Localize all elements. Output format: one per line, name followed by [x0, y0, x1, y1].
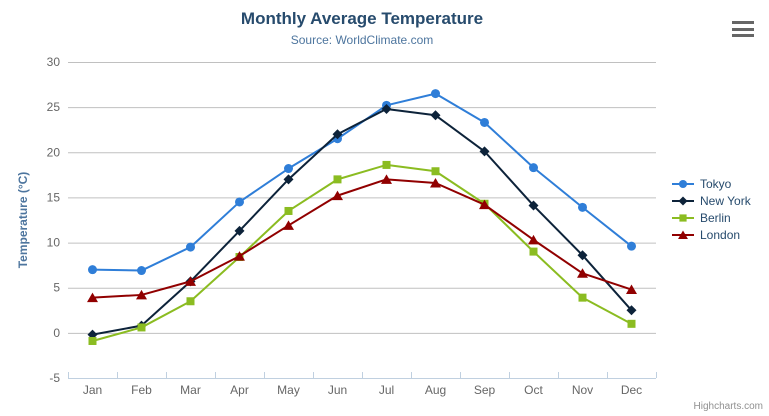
diamond-marker[interactable]	[234, 225, 245, 236]
square-marker[interactable]	[186, 297, 195, 306]
x-axis-tick-label: Nov	[572, 383, 593, 397]
square-marker[interactable]	[529, 247, 538, 256]
y-axis-tick-label: 0	[53, 326, 60, 340]
berlin-legend-marker-icon	[672, 213, 694, 222]
triangle-marker[interactable]	[528, 234, 539, 245]
square-marker[interactable]	[627, 319, 636, 328]
square-marker[interactable]	[578, 293, 587, 302]
series-line	[91, 107, 633, 336]
triangle-marker[interactable]	[185, 276, 196, 286]
triangle-marker[interactable]	[283, 220, 294, 230]
triangle-marker[interactable]	[577, 268, 588, 278]
series-new-york	[87, 103, 637, 340]
x-axis-tick-label: Apr	[230, 383, 249, 397]
legend-item-new-york[interactable]: New York	[671, 192, 751, 209]
y-axis-tick-label: 20	[47, 145, 61, 159]
legend-label: New York	[700, 193, 751, 208]
y-axis-title: Temperature (°C)	[16, 172, 30, 269]
tokyo-legend-marker-icon	[672, 179, 694, 188]
diamond-marker[interactable]	[430, 110, 441, 121]
y-axis-tick-label: 10	[47, 236, 61, 250]
triangle-marker[interactable]	[626, 284, 637, 295]
highcharts-credits-link[interactable]: Highcharts.com	[693, 401, 763, 412]
legend-item-tokyo[interactable]: Tokyo	[671, 175, 751, 192]
triangle-marker[interactable]	[430, 177, 441, 188]
x-axis-tick-label: Jul	[379, 383, 394, 397]
circle-marker[interactable]	[480, 117, 489, 127]
y-axis-tick-label: 15	[47, 190, 61, 204]
series-tokyo	[88, 89, 636, 276]
circle-marker[interactable]	[186, 242, 195, 252]
x-axis-tick-label: Mar	[180, 383, 201, 397]
triangle-marker[interactable]	[87, 292, 98, 303]
square-marker[interactable]	[679, 213, 687, 222]
london-legend-marker-icon	[672, 230, 694, 239]
new-york-legend-marker-icon	[672, 196, 694, 205]
x-axis-tick-label: Oct	[524, 383, 543, 397]
x-axis-tick-label: May	[277, 383, 300, 397]
y-axis-tick-label: -5	[49, 371, 60, 385]
square-marker[interactable]	[88, 336, 97, 345]
circle-marker[interactable]	[88, 265, 97, 275]
circle-marker[interactable]	[627, 241, 636, 251]
legend-label: Berlin	[700, 210, 731, 225]
diamond-marker[interactable]	[283, 174, 294, 185]
x-axis-tick-label: Aug	[425, 383, 446, 397]
chart-legend: Tokyo New York Berlin London	[671, 175, 751, 243]
legend-label: London	[700, 227, 741, 242]
x-axis-tick-label: Dec	[621, 383, 642, 397]
triangle-marker[interactable]	[332, 190, 343, 201]
chart-context-menu-button[interactable]	[732, 21, 754, 37]
x-axis-tick-label: Jun	[328, 383, 347, 397]
y-axis-tick-label: 25	[47, 100, 61, 114]
y-axis-tick-label: 5	[53, 281, 60, 295]
diamond-marker[interactable]	[381, 103, 392, 114]
circle-marker[interactable]	[678, 179, 688, 188]
legend-item-berlin[interactable]: Berlin	[671, 209, 751, 226]
diamond-marker[interactable]	[528, 200, 539, 211]
series-london	[87, 174, 637, 303]
triangle-marker[interactable]	[381, 174, 392, 184]
triangle-marker[interactable]	[234, 251, 245, 261]
series-line	[91, 163, 633, 342]
diamond-marker[interactable]	[626, 305, 637, 316]
diamond-marker[interactable]	[332, 129, 343, 140]
x-axis-tick-label: Feb	[131, 383, 152, 397]
square-marker[interactable]	[284, 206, 293, 215]
legend-label: Tokyo	[700, 176, 732, 191]
circle-marker[interactable]	[137, 266, 146, 276]
circle-marker[interactable]	[431, 89, 440, 99]
legend-item-london[interactable]: London	[671, 226, 751, 243]
square-marker[interactable]	[382, 160, 391, 169]
square-marker[interactable]	[431, 167, 440, 176]
x-axis-tick-label: Sep	[474, 383, 496, 397]
triangle-marker[interactable]	[479, 199, 490, 210]
circle-marker[interactable]	[284, 164, 293, 174]
series-line	[91, 178, 633, 299]
x-axis-tick-label: Jan	[83, 383, 102, 397]
y-axis-tick-label: 30	[47, 55, 61, 69]
hamburger-menu-icon	[732, 21, 754, 37]
circle-marker[interactable]	[529, 163, 538, 173]
triangle-marker[interactable]	[136, 289, 147, 300]
chart-subtitle: Source: WorldClimate.com	[290, 33, 434, 47]
circle-marker[interactable]	[235, 197, 244, 207]
square-marker[interactable]	[137, 323, 146, 332]
triangle-marker[interactable]	[678, 230, 688, 239]
square-marker[interactable]	[333, 175, 342, 184]
series-line	[91, 92, 633, 272]
diamond-marker[interactable]	[678, 196, 688, 205]
diamond-marker[interactable]	[577, 250, 588, 261]
diamond-marker[interactable]	[479, 146, 490, 157]
circle-marker[interactable]	[578, 202, 587, 212]
chart-title: Monthly Average Temperature	[240, 9, 484, 28]
